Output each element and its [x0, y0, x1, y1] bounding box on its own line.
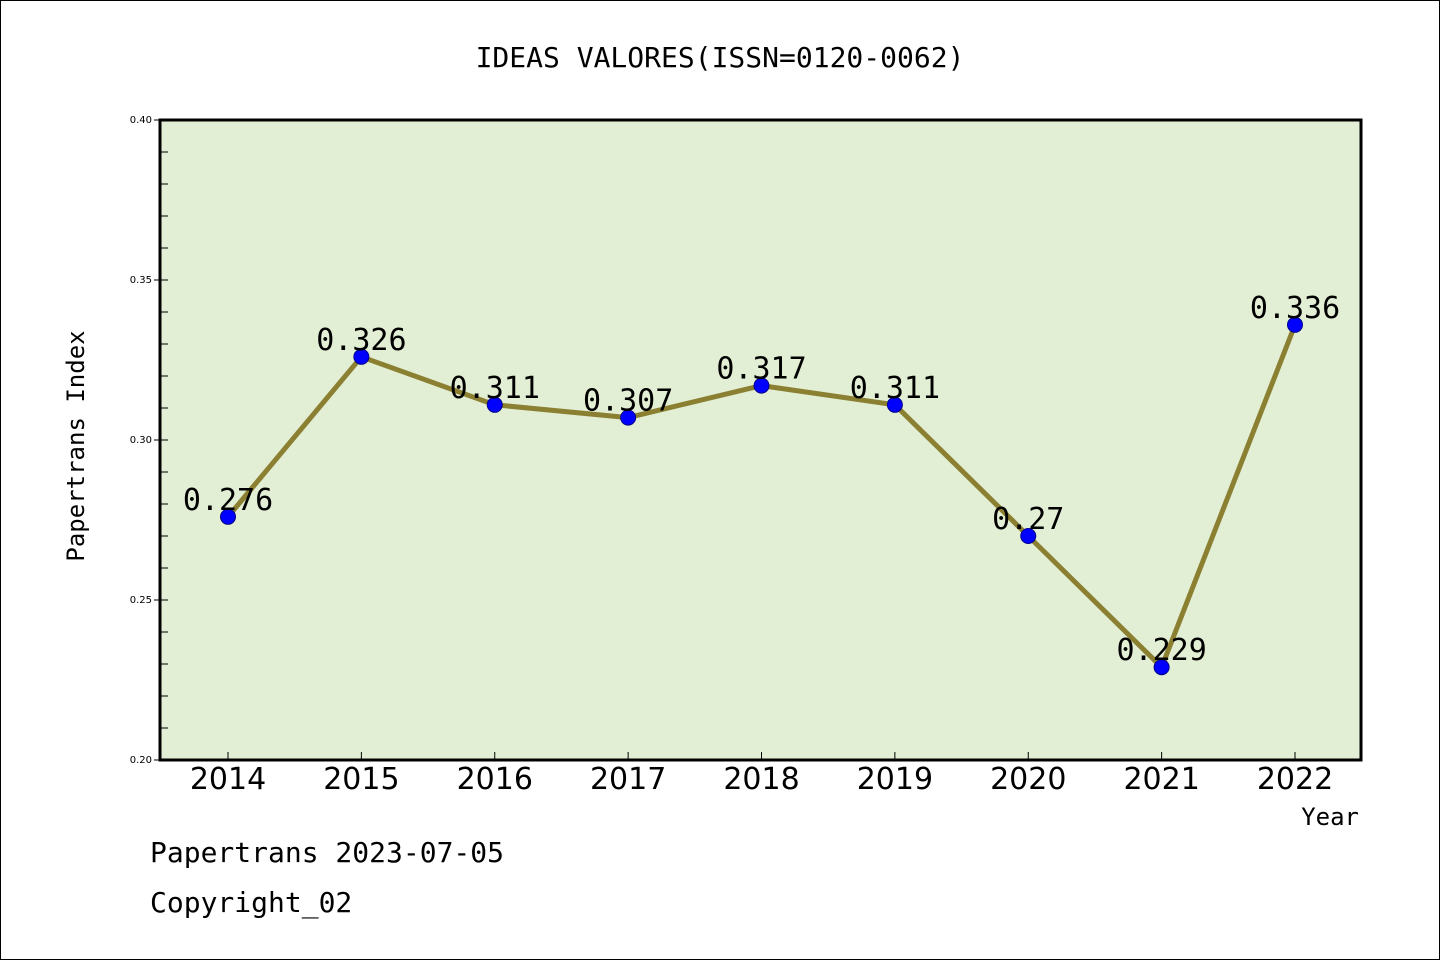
- x-tick-label: 2014: [190, 762, 266, 797]
- footer-date: Papertrans 2023-07-05: [150, 836, 505, 869]
- x-tick-label: 2020: [990, 762, 1066, 797]
- x-tick-label: 2022: [1257, 762, 1333, 797]
- data-label: 0.229: [1116, 633, 1206, 668]
- data-point: [220, 508, 236, 525]
- x-tick-label: 2016: [457, 762, 533, 797]
- data-label: 0.317: [716, 352, 806, 387]
- chart-title: IDEAS VALORES(ISSN=0120-0062): [476, 41, 965, 74]
- data-labels: 0.276 0.326 0.311 0.307 0.317 0.311 0.27 0.229 0…: [183, 291, 1340, 668]
- data-point: [753, 377, 770, 394]
- x-tick-label: 2015: [323, 762, 399, 797]
- x-axis-ticks: 2014 2015 2016 2017 2018 2019 2020 2021 2022: [190, 752, 1333, 797]
- plot-area: [158, 118, 1363, 762]
- data-label: 0.27: [992, 502, 1064, 537]
- y-tick-label: 0.20: [130, 755, 152, 766]
- x-tick-label: 2021: [1123, 762, 1199, 797]
- data-label: 0.307: [583, 384, 673, 419]
- y-minor-ticks: [154, 119, 168, 761]
- data-point: [1287, 316, 1303, 333]
- data-label: 0.336: [1250, 291, 1340, 326]
- y-tick-label: 0.35: [130, 275, 152, 286]
- data-point: [353, 348, 370, 365]
- data-point: [620, 409, 637, 426]
- y-axis-ticks: 0.20 0.25 0.30 0.35 0.40: [130, 115, 152, 766]
- data-label: 0.326: [316, 323, 406, 358]
- x-tick-label: 2017: [590, 762, 666, 797]
- x-tick-label: 2019: [857, 762, 933, 797]
- y-tick-label: 0.25: [130, 595, 152, 606]
- footer-copyright: Copyright_02: [150, 886, 353, 919]
- data-point: [1153, 659, 1170, 676]
- y-tick-label: 0.30: [130, 435, 152, 446]
- data-label: 0.311: [850, 371, 940, 406]
- y-axis-label: Papertrans Index: [62, 330, 90, 561]
- data-label: 0.276: [183, 483, 273, 518]
- y-tick-label: 0.40: [130, 115, 152, 126]
- x-axis-label: Year: [1301, 803, 1359, 831]
- data-point: [886, 396, 903, 413]
- data-points: [220, 316, 1303, 676]
- data-point: [1020, 528, 1037, 544]
- data-label: 0.311: [450, 371, 540, 406]
- data-point: [486, 396, 503, 413]
- x-tick-label: 2018: [723, 762, 799, 797]
